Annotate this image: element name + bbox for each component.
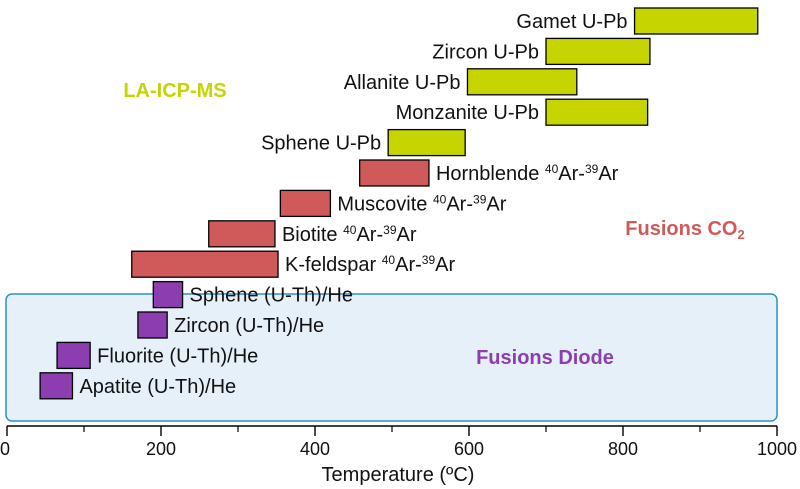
x-tick-label: 0 [0,439,10,459]
diode-panel [5,293,778,422]
x-tick-label: 800 [608,439,638,459]
x-tick-label: 1000 [757,439,797,459]
range-label-k-feldspar-40ar-39ar: K-feldspar 40Ar-39Ar [285,253,455,276]
range-bar-zircon-u-pb [545,37,651,66]
range-label-apatite-u-th-he: Apatite (U-Th)/He [79,376,236,398]
x-axis-title: Temperature (ºC) [322,464,475,486]
range-bar-allanite-u-pb [466,68,578,96]
range-label-gamet-u-pb: Gamet U-Pb [516,11,627,33]
x-tick-label: 600 [454,439,484,459]
bars-layer [39,7,759,400]
range-label-zircon-u-th-he: Zircon (U-Th)/He [174,315,324,337]
group-title-fusions-co2: Fusions CO2 [625,218,744,242]
x-tick-label: 400 [300,439,330,459]
x-axis: 0 200 400 600 800 1000 Temperature (ºC) [0,425,797,486]
range-bar-monzanite-u-pb [545,98,649,126]
panel-layer [5,293,778,422]
range-label-monzanite-u-pb: Monzanite U-Pb [396,102,539,124]
range-label-sphene-u-th-he: Sphene (U-Th)/He [190,285,353,307]
range-label-zircon-u-pb: Zircon U-Pb [432,41,539,63]
group-title-fusions-diode: Fusions Diode [476,347,614,369]
range-label-sphene-u-pb: Sphene U-Pb [261,133,381,155]
group-titles: LA-ICP-MS Fusions CO2 Fusions Diode [123,80,744,369]
range-bar-gamet-u-pb [633,7,759,35]
range-label-allanite-u-pb: Allanite U-Pb [344,72,461,94]
range-label-hornblende-40ar-39ar: Hornblende 40Ar-39Ar [436,162,619,185]
range-bar-hornblende-40ar-39ar [359,159,430,187]
range-bar-k-feldspar-40ar-39ar [131,250,279,278]
range-label-fluorite-u-th-he: Fluorite (U-Th)/He [97,345,258,367]
range-bar-muscovite-40ar-39ar [279,189,332,218]
range-label-biotite-40ar-39ar: Biotite 40Ar-39Ar [282,223,417,246]
range-bar-sphene-u-th-he [152,280,184,309]
range-bar-apatite-u-th-he [39,372,74,400]
group-title-la-icp-ms: LA-ICP-MS [123,80,226,102]
range-bar-zircon-u-th-he [137,311,168,339]
x-tick-label: 200 [146,439,176,459]
range-bar-fluorite-u-th-he [56,341,91,370]
range-bar-sphene-u-pb [387,128,466,157]
range-bar-biotite-40ar-39ar [208,220,276,248]
labels-layer: Gamet U-Pb Zircon U-Pb Allanite U-Pb Monzan… [79,11,627,398]
range-label-muscovite-40ar-39ar: Muscovite 40Ar-39Ar [337,192,506,215]
